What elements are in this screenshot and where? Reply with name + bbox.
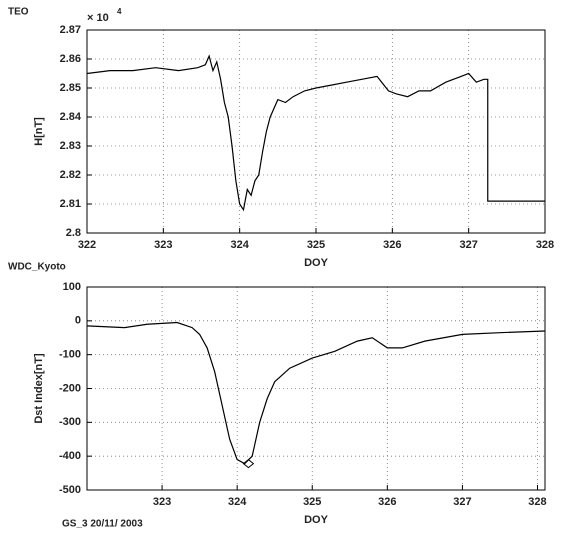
- y-axis-label: Dst Index[nT]: [33, 353, 45, 424]
- y-tick-label: 2.86: [60, 53, 81, 65]
- y-tick-label: -100: [59, 349, 81, 361]
- data-line: [86, 321, 546, 465]
- x-tick-label: 328: [536, 239, 554, 251]
- x-tick-label: 324: [228, 496, 247, 508]
- x-tick-label: 327: [459, 239, 477, 251]
- x-tick-label: 325: [303, 496, 321, 508]
- y-tick-label: 2.85: [60, 82, 81, 94]
- plot-frame: [86, 286, 546, 491]
- data-line: [86, 54, 545, 212]
- x-tick-label: 328: [528, 496, 546, 508]
- y-tick-label: 2.8: [66, 227, 81, 239]
- min-marker: [242, 458, 255, 469]
- x-axis-label: DOY: [304, 514, 329, 526]
- panel-title: WDC_Kyoto: [8, 262, 66, 273]
- panel-title: TEO: [8, 7, 29, 18]
- x-tick-label: 327: [453, 496, 471, 508]
- x-tick-label: 323: [154, 239, 172, 251]
- y-tick-label: 2.82: [60, 169, 81, 181]
- x-tick-label: 323: [153, 496, 171, 508]
- y-axis-label: H[nT]: [33, 117, 45, 146]
- y-tick-label: -400: [59, 450, 81, 462]
- x-axis-label: DOY: [304, 257, 329, 269]
- x-tick-label: 326: [378, 496, 396, 508]
- plot-frame: [86, 29, 546, 234]
- y-tick-label: -200: [59, 382, 81, 394]
- y-tick-label: 2.84: [60, 111, 82, 123]
- axis-multiplier: × 10: [87, 12, 109, 24]
- footnote: GS_3 20/11/ 2003: [62, 519, 143, 530]
- x-tick-label: 322: [78, 239, 96, 251]
- y-tick-label: 100: [63, 281, 81, 293]
- y-tick-label: -300: [59, 416, 81, 428]
- y-tick-label: 2.83: [60, 140, 81, 152]
- y-tick-label: 0: [75, 315, 81, 327]
- x-tick-label: 324: [230, 239, 249, 251]
- y-tick-label: 2.81: [60, 198, 81, 210]
- x-tick-label: 326: [383, 239, 401, 251]
- axis-exponent: 4: [117, 7, 122, 16]
- x-tick-label: 325: [307, 239, 325, 251]
- y-tick-label: -500: [59, 484, 81, 496]
- y-tick-label: 2.87: [60, 24, 81, 36]
